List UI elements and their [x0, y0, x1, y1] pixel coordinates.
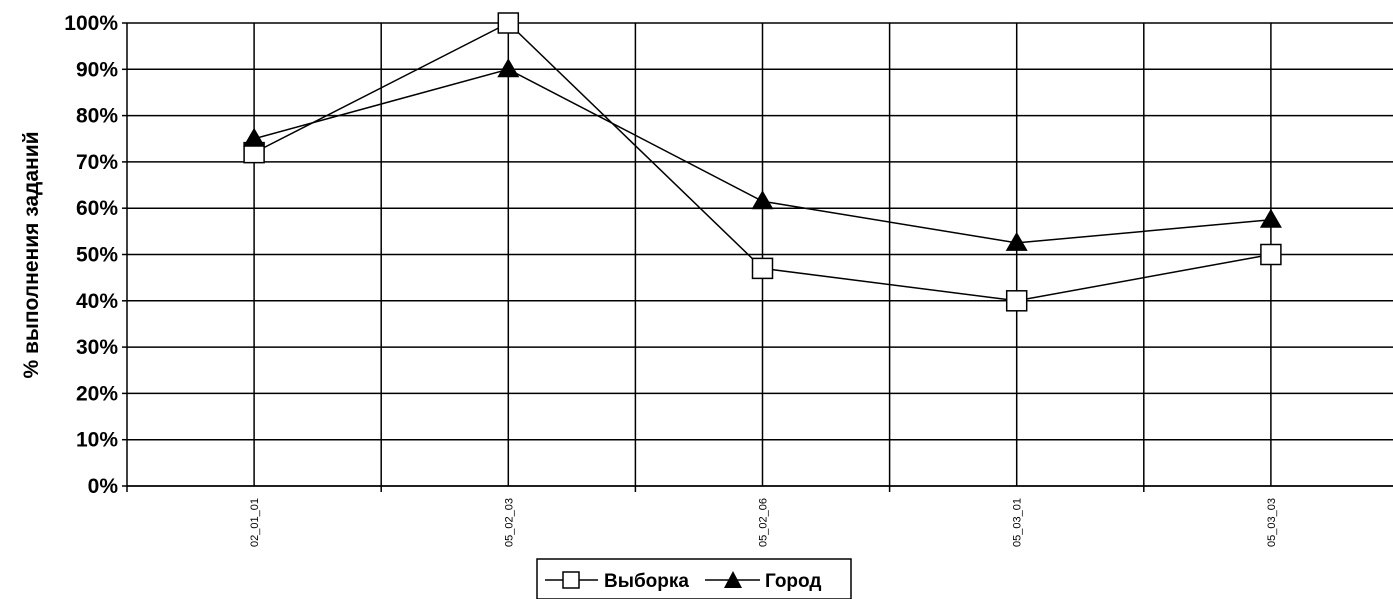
- data-point-gorod: [751, 190, 774, 210]
- y-tick-label: 100%: [64, 12, 118, 35]
- series-group: [243, 12, 1282, 312]
- y-axis-label: % выполнения заданий: [20, 131, 43, 378]
- legend-box: [536, 558, 852, 599]
- y-tick-label: 50%: [76, 244, 118, 267]
- legend-label-vyborka: Выборка: [604, 571, 689, 592]
- data-point-gorod: [497, 58, 520, 78]
- y-tick-label: 10%: [76, 429, 118, 452]
- legend-square-marker-icon: [562, 571, 580, 589]
- y-tick-labels: 0% 10% 20% 30% 40% 50% 60% 70% 80% 90% 100%: [64, 12, 118, 498]
- data-point-gorod: [1259, 208, 1282, 228]
- grid-lines: [127, 22, 1393, 487]
- data-point-vyborka: [1260, 243, 1282, 266]
- axes: [122, 22, 1393, 492]
- x-tick-label: 02_01_01: [249, 498, 261, 547]
- x-tick-labels: 02_01_01 05_02_03 05_02_06 05_03_01 05_03_03: [249, 498, 1278, 547]
- x-tick-label: 05_02_03: [503, 498, 515, 547]
- y-tick-label: 90%: [76, 58, 118, 81]
- legend-triangle-marker-icon: [724, 571, 742, 588]
- y-tick-label: 40%: [76, 290, 118, 313]
- data-point-vyborka: [1005, 290, 1028, 312]
- x-tick-label: 05_03_03: [1266, 498, 1278, 547]
- y-tick-label: 0%: [88, 475, 119, 498]
- legend-label-gorod: Город: [765, 571, 821, 592]
- y-tick-label: 70%: [76, 151, 118, 174]
- x-tick-label: 05_02_06: [758, 498, 770, 547]
- legend: Выборка Город: [536, 558, 852, 599]
- data-point-vyborka: [751, 257, 774, 280]
- y-tick-label: 20%: [76, 382, 118, 405]
- y-tick-label: 60%: [76, 197, 118, 220]
- x-tick-label: 05_03_01: [1012, 498, 1024, 547]
- data-point-vyborka: [497, 12, 520, 34]
- y-tick-label: 30%: [76, 336, 118, 359]
- data-point-gorod: [1005, 231, 1028, 251]
- y-tick-label: 80%: [76, 105, 118, 128]
- data-point-gorod: [243, 127, 266, 147]
